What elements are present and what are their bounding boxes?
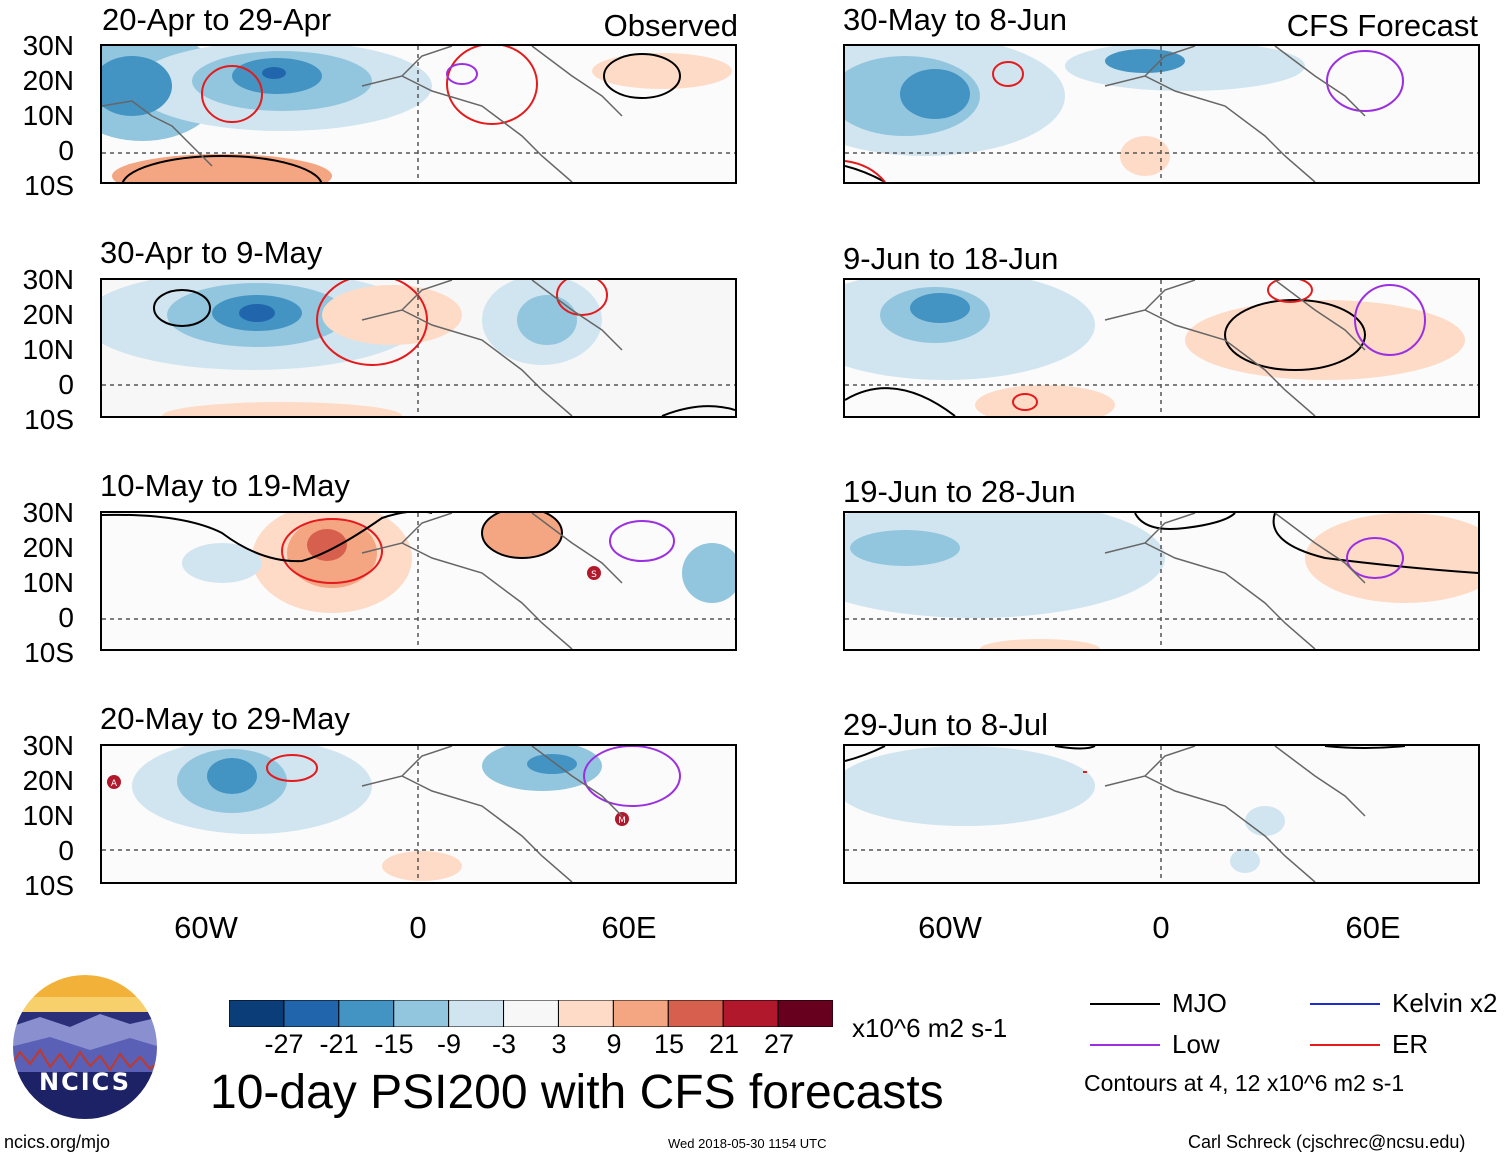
legend-swatch-er: [1310, 1044, 1380, 1046]
observed-tag: Observed: [603, 8, 738, 43]
colorbar-tick: -21: [319, 1029, 359, 1059]
colorbar-swatch: [448, 999, 505, 1028]
storm-marker: [587, 566, 601, 580]
lon-label-fc-0: 0: [1152, 910, 1170, 945]
contour-note: Contours at 4, 12 x10^6 m2 s-1: [1084, 1070, 1405, 1096]
colorbar-swatch: [228, 999, 285, 1028]
lon-label-fc-60w: 60W: [918, 910, 982, 945]
map-panel-fc-4: [843, 744, 1480, 884]
lon-label-obs-60e: 60E: [601, 910, 657, 945]
main-title: 10-day PSI200 with CFS forecasts: [210, 1066, 944, 1119]
lon-label-fc-60e: 60E: [1345, 910, 1401, 945]
lat-label: 30N: [22, 730, 74, 761]
lat-label: 20N: [22, 299, 74, 330]
lat-label: 0: [58, 835, 74, 866]
map-panel-fc-1: [843, 44, 1480, 184]
storm-marker-label: M: [618, 816, 626, 826]
colorbar-tick: 9: [606, 1029, 622, 1059]
footer-url[interactable]: ncics.org/mjo: [4, 1132, 111, 1152]
footer-timestamp: Wed 2018-05-30 1154 UTC: [668, 1136, 827, 1151]
lat-label: 0: [58, 369, 74, 400]
colorbar-tick: -27: [264, 1029, 304, 1059]
footer-credit: Carl Schreck (cjschrec@ncsu.edu): [1188, 1132, 1466, 1152]
lat-label: 10N: [22, 800, 74, 831]
colorbar-swatch: [283, 999, 340, 1028]
panel-title-obs-1: 20-Apr to 29-Apr: [102, 2, 332, 37]
legend-label-low: Low: [1172, 1029, 1220, 1059]
lat-label: 10N: [22, 567, 74, 598]
map-panel-obs-4: A M: [100, 744, 737, 884]
logo-text: NCICS: [39, 1068, 131, 1096]
colorbar-tick: -15: [374, 1029, 414, 1059]
lat-label: 30N: [22, 30, 74, 61]
panel-title-obs-2: 30-Apr to 9-May: [100, 235, 323, 270]
colorbar-swatch: [557, 999, 614, 1028]
legend-swatch-mjo: [1090, 1003, 1160, 1005]
colorbar-tick: 27: [763, 1029, 795, 1059]
lat-label: 10N: [22, 334, 74, 365]
lat-label: 20N: [22, 765, 74, 796]
panel-title-fc-2: 9-Jun to 18-Jun: [843, 241, 1059, 276]
legend-swatch-kelvin: [1310, 1003, 1380, 1005]
logo-icon: [11, 973, 159, 1121]
storm-marker: [615, 812, 629, 826]
colorbar-tick: 3: [551, 1029, 567, 1059]
lat-label: 0: [58, 135, 74, 166]
legend-label-mjo: MJO: [1172, 988, 1227, 1018]
lon-label-obs-60w: 60W: [174, 910, 238, 945]
colorbar-swatch: [393, 999, 450, 1028]
colorbar: [228, 999, 834, 1028]
map-panel-obs-1: [100, 44, 737, 184]
colorbar-units: x10^6 m2 s-1: [852, 1013, 1008, 1043]
lat-label: 20N: [22, 532, 74, 563]
colorbar-swatch: [338, 999, 395, 1028]
lon-label-obs-0: 0: [409, 910, 427, 945]
map-panel-obs-2: [100, 278, 737, 418]
panel-title-fc-3: 19-Jun to 28-Jun: [843, 474, 1076, 509]
map-panel-fc-2: [843, 278, 1480, 418]
panel-title-fc-4: 29-Jun to 8-Jul: [843, 707, 1049, 742]
colorbar-tick: -9: [436, 1029, 461, 1059]
colorbar-swatches: [228, 999, 834, 1028]
colorbar-swatch: [777, 999, 834, 1028]
legend-swatch-low: [1090, 1044, 1160, 1046]
colorbar-tick: 15: [653, 1029, 685, 1059]
colorbar-tick: -3: [491, 1029, 516, 1059]
lat-label: 10N: [22, 100, 74, 131]
colorbar-swatch: [612, 999, 669, 1028]
ncics-logo: NCICS: [10, 972, 160, 1122]
map-panel-fc-3: [843, 511, 1480, 651]
lat-label: 20N: [22, 65, 74, 96]
storm-marker-label: A: [111, 779, 118, 789]
lat-label: 10S: [24, 404, 74, 435]
colorbar-tick: 21: [708, 1029, 740, 1059]
lat-label: 0: [58, 602, 74, 633]
forecast-tag: CFS Forecast: [1286, 8, 1478, 43]
panel-title-fc-1: 30-May to 8-Jun: [843, 2, 1067, 37]
lat-label: 30N: [22, 497, 74, 528]
storm-marker-label: S: [591, 570, 597, 580]
lat-label: 10S: [24, 170, 74, 201]
lat-label: 10S: [24, 637, 74, 668]
legend-label-kelvin: Kelvin x2: [1392, 988, 1498, 1018]
colorbar-swatch: [503, 999, 559, 1028]
lat-label: 30N: [22, 264, 74, 295]
panel-title-obs-4: 20-May to 29-May: [100, 701, 350, 736]
legend-label-er: ER: [1392, 1029, 1429, 1059]
map-panel-obs-3: S: [100, 511, 737, 651]
colorbar-swatch: [722, 999, 779, 1028]
lat-label: 10S: [24, 870, 74, 901]
panel-title-obs-3: 10-May to 19-May: [100, 468, 350, 503]
storm-marker: [107, 775, 121, 789]
colorbar-swatch: [667, 999, 724, 1028]
